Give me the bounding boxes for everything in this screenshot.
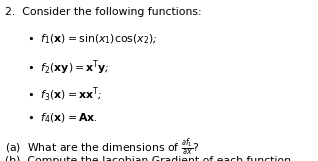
Text: $\bullet$  $f_3(\mathbf{x}) = \mathbf{xx}^\mathrm{T}$;: $\bullet$ $f_3(\mathbf{x}) = \mathbf{xx}… [27,85,103,104]
Text: $\bullet$  $f_1(\mathbf{x}) = \sin(x_1)\cos(x_2)$;: $\bullet$ $f_1(\mathbf{x}) = \sin(x_1)\c… [27,32,157,46]
Text: $\bullet$  $f_4(\mathbf{x}) = \mathbf{Ax}$.: $\bullet$ $f_4(\mathbf{x}) = \mathbf{Ax}… [27,112,98,125]
Text: (b)  Compute the Jacobian Gradient of each function.: (b) Compute the Jacobian Gradient of eac… [5,156,294,161]
Text: (a)  What are the dimensions of $\frac{\partial f_1}{\partial x}$?: (a) What are the dimensions of $\frac{\p… [5,136,199,158]
Text: $\bullet$  $f_2(\mathbf{xy}) = \mathbf{x}^\mathrm{T}\mathbf{y}$;: $\bullet$ $f_2(\mathbf{xy}) = \mathbf{x}… [27,59,110,77]
Text: 2.  Consider the following functions:: 2. Consider the following functions: [5,7,201,17]
